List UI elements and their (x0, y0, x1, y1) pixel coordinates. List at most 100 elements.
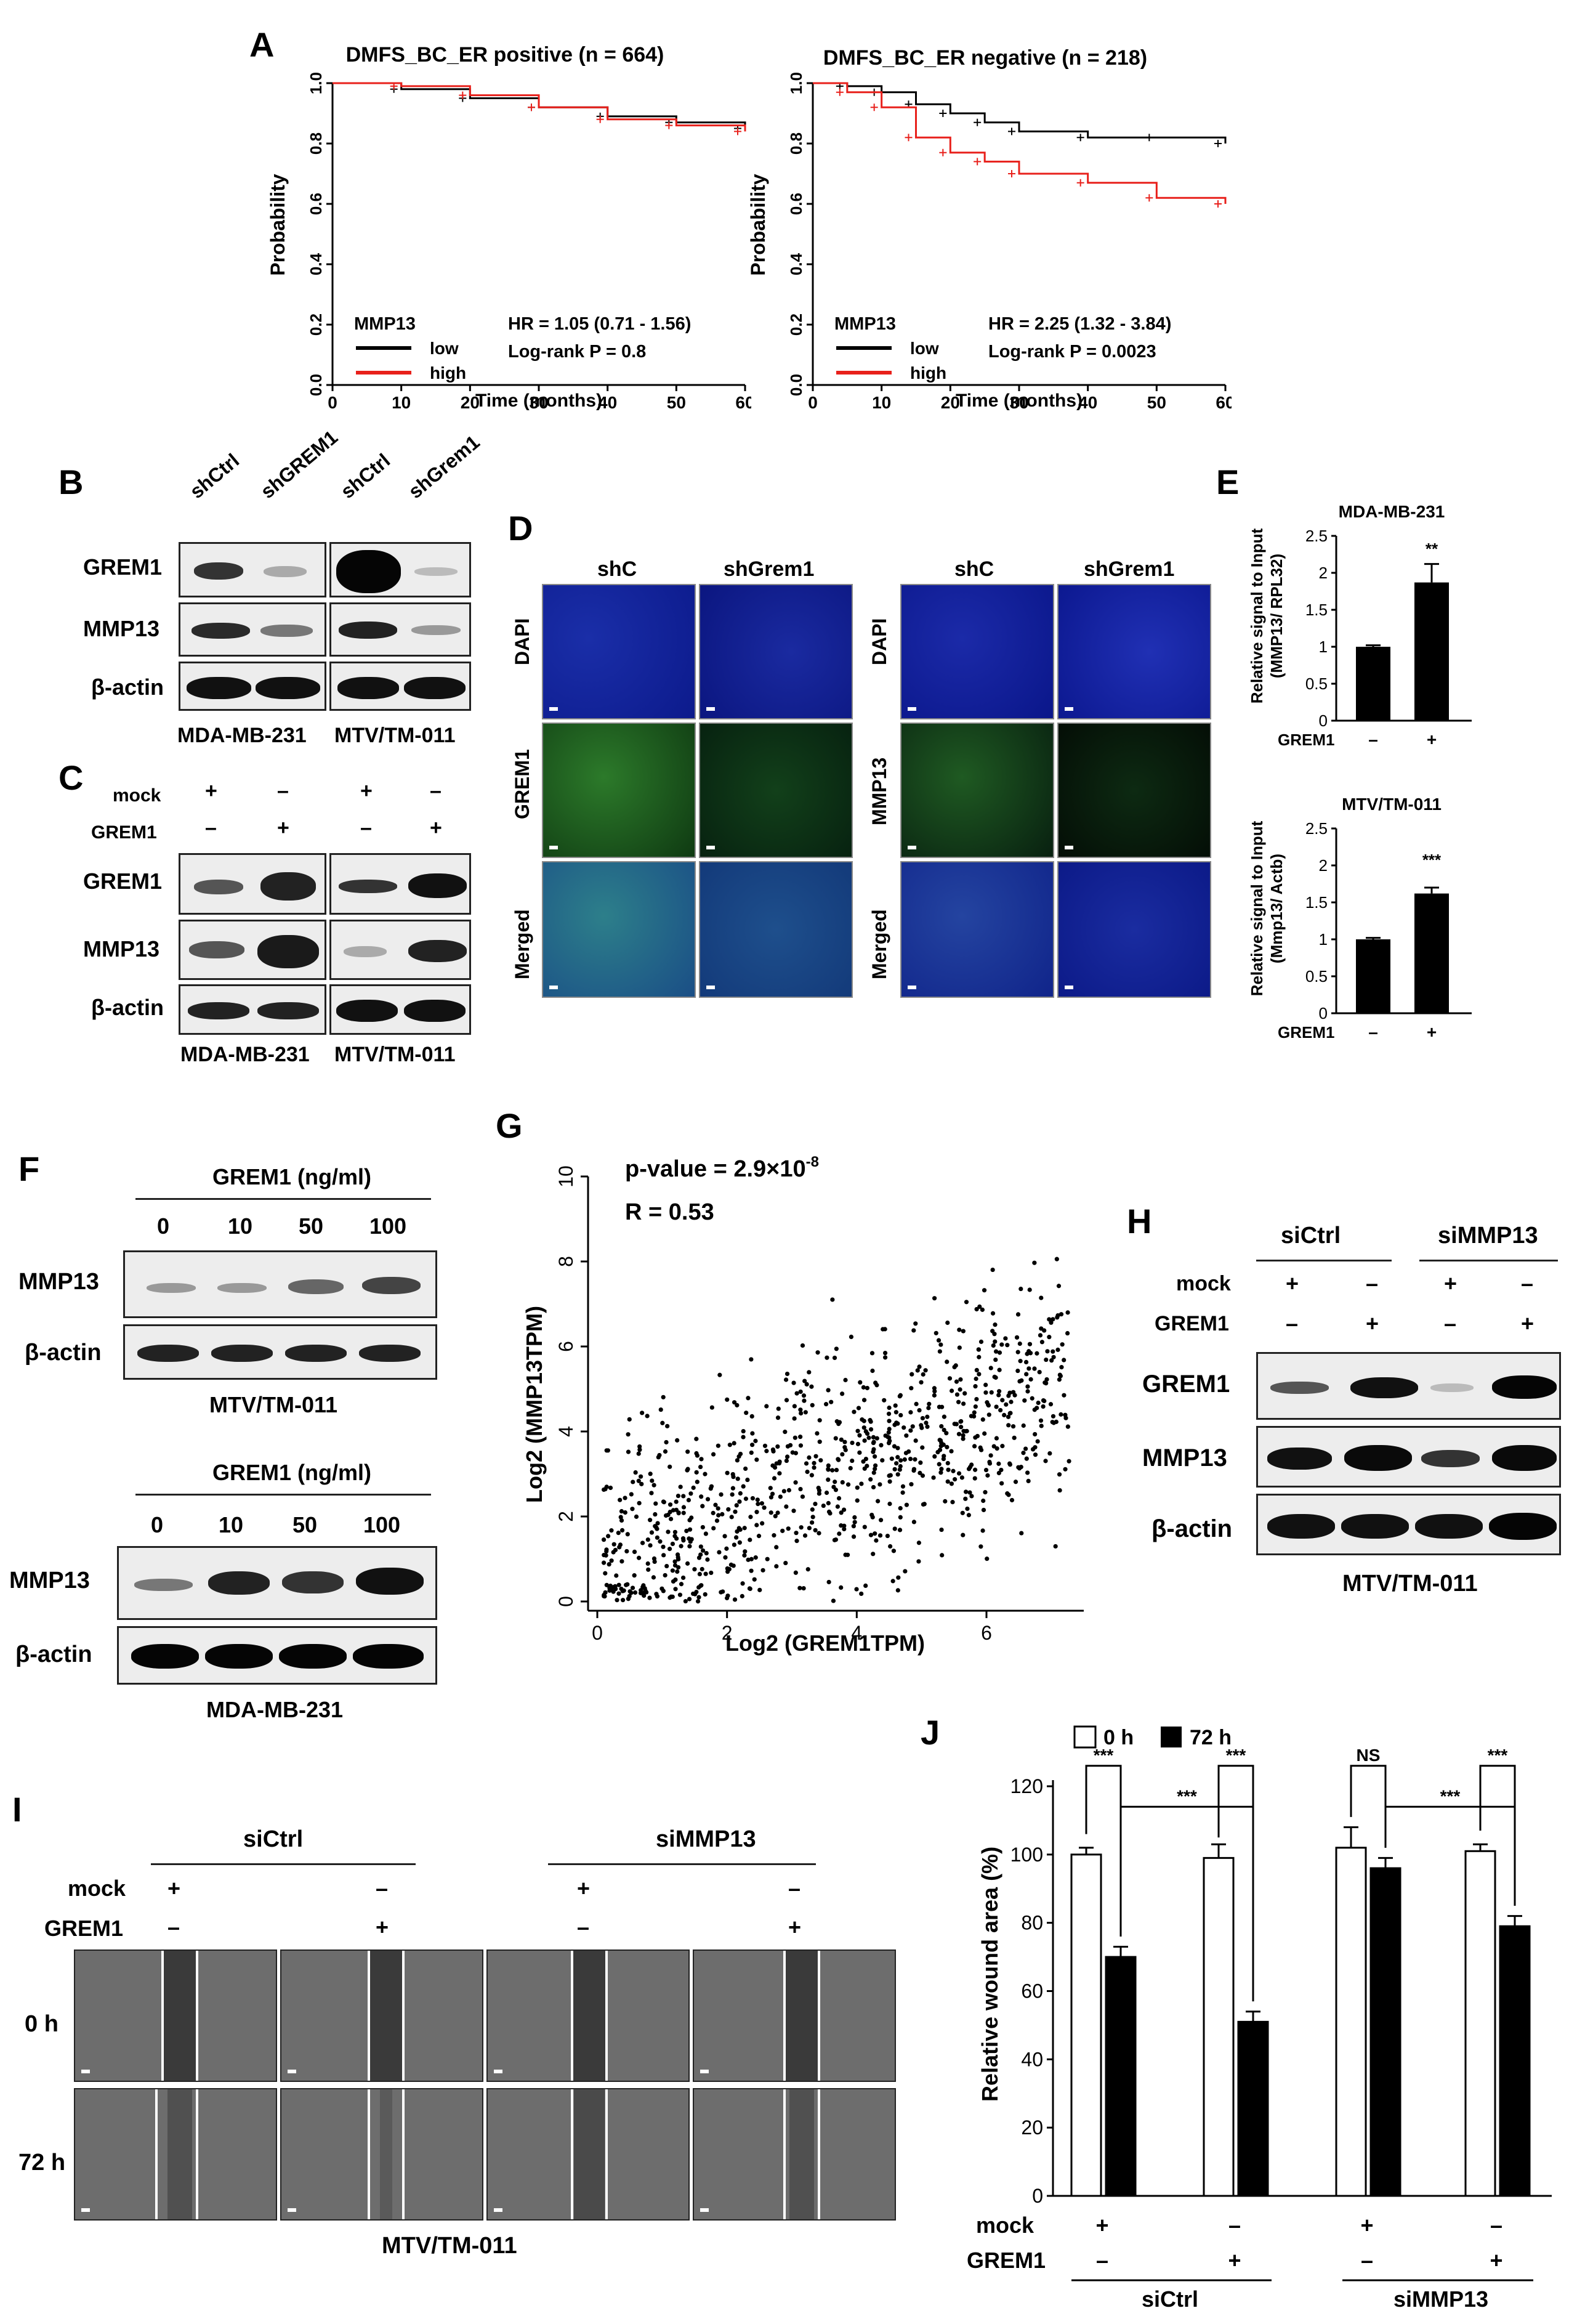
scatter-point (807, 1370, 812, 1375)
scatter-point (914, 1401, 919, 1406)
panel-letter-d: D (508, 509, 533, 548)
bar-chart-e-top: MDA-MB-231 Relative signal to Input (MMP… (1248, 502, 1472, 749)
scatter-point (681, 1510, 686, 1515)
scatter-point (954, 1392, 960, 1397)
scatter-point (812, 1465, 817, 1470)
scatter-point (982, 1288, 987, 1293)
scatter-point (764, 1449, 769, 1454)
panel-h-row-mock: mock (1176, 1272, 1231, 1295)
scatter-point (1039, 1295, 1044, 1300)
scatter-point (829, 1399, 834, 1404)
e-top-sig: ** (1426, 540, 1438, 558)
scatter-point (735, 1458, 740, 1463)
j-sig-bracket-5-label: *** (1488, 1746, 1508, 1765)
j-bar-72h (1369, 1867, 1401, 2197)
scatter-point (774, 1545, 779, 1550)
scatter-point (974, 1396, 979, 1402)
scatter-point (1053, 1544, 1058, 1549)
scatter-point (621, 1588, 626, 1593)
scatter-point (760, 1568, 765, 1573)
scatter-point (857, 1450, 862, 1455)
j-bar-0h (1203, 1856, 1235, 2197)
scatter-point (830, 1468, 835, 1473)
scatter-point (1065, 1424, 1070, 1429)
km-left-legend-high: high (430, 363, 466, 383)
scatter-point (665, 1423, 670, 1428)
scatter-point (923, 1368, 928, 1373)
scatter-point (748, 1586, 752, 1591)
scatter-point (868, 1418, 873, 1423)
scatter-point (694, 1436, 699, 1441)
scatter-point (711, 1452, 716, 1457)
scatter-point (809, 1473, 814, 1478)
scatter-point (1034, 1351, 1039, 1356)
scatter-point (687, 1536, 692, 1541)
km-right-legend-low: low (910, 339, 939, 358)
panel-b-cell-mtv: MTV/TM-011 (334, 724, 456, 747)
scatter-point (851, 1534, 857, 1539)
scatter-point (895, 1446, 900, 1451)
scatter-point (762, 1443, 768, 1448)
j-sig-bracket-3 (1119, 1805, 1254, 2002)
scatter-point (750, 1443, 755, 1447)
scatter-point (886, 1441, 892, 1446)
scatter-point (1015, 1368, 1020, 1374)
scatter-point (879, 1443, 884, 1447)
blot-c-actin-mtv (329, 984, 471, 1035)
scatter-point (949, 1449, 954, 1454)
j-legend-swatch-72h (1161, 1727, 1182, 1747)
scatter-point (729, 1515, 734, 1520)
panel-i-mock-sign-4: – (788, 1876, 801, 1901)
blot-f-mmp13-mda (117, 1546, 437, 1620)
panel-c-cell-mda: MDA-MB-231 (180, 1043, 310, 1066)
bar-chart-e-bottom: MTV/TM-011 Relative signal to Input (Mmp… (1248, 795, 1472, 1042)
panel-d-row-right-2: MMP13 (868, 757, 890, 825)
scatter-point (1043, 1459, 1048, 1464)
scatter-point (694, 1470, 699, 1475)
scatter-point (857, 1433, 862, 1438)
scatter-point (978, 1544, 983, 1549)
g-ylabel: Log2 (MMP13TPM) (522, 1306, 547, 1503)
scatter-point (802, 1533, 808, 1538)
km-right-x-tick-label: 0 (808, 393, 818, 412)
panel-b-lane-4: shGrem1 (404, 431, 484, 503)
scatter-point (685, 1467, 690, 1472)
panel-h-group-1: siCtrl (1281, 1223, 1341, 1249)
scatter-point (859, 1481, 864, 1486)
scatter-point (862, 1466, 867, 1471)
scatter-point (1065, 1330, 1070, 1336)
j-y-tick-label: 0 (1032, 2185, 1043, 2207)
scatter-point (981, 1498, 986, 1504)
fluo-left-grem1-shc (542, 723, 696, 858)
scatter-point (956, 1431, 962, 1436)
scatter-point (835, 1504, 840, 1509)
scatter-point (750, 1431, 755, 1436)
scatter-point (956, 1471, 962, 1476)
scatter-point (826, 1500, 831, 1505)
km-left-censor-mark (596, 115, 604, 123)
scatter-point (927, 1401, 932, 1406)
e-top-y-tick-label: 0.5 (1305, 674, 1328, 693)
scatter-point (841, 1507, 847, 1512)
panel-f-dose-bottom-4: 100 (363, 1512, 401, 1537)
scatter-point (663, 1573, 667, 1578)
scatter-point (793, 1480, 798, 1485)
panel-h-mock-sign-1: + (1286, 1271, 1299, 1296)
scatter-point (804, 1461, 809, 1466)
scatter-point (775, 1444, 780, 1449)
scatter-point (999, 1481, 1004, 1486)
scatter-point (996, 1393, 1001, 1398)
panel-letter-i: I (12, 1790, 22, 1829)
scatter-point (734, 1535, 739, 1540)
scatter-point (637, 1444, 642, 1449)
scatter-point (737, 1499, 742, 1504)
scatter-point (667, 1547, 672, 1552)
scatter-point (972, 1476, 977, 1481)
km-right-censor-mark (974, 118, 982, 126)
km-right-censor-mark (870, 103, 878, 111)
scatter-point (935, 1449, 940, 1455)
wound-image-sictrl-mock-72h (74, 2088, 277, 2221)
scatter-point (999, 1342, 1004, 1347)
scatter-point (1047, 1317, 1052, 1322)
scatter-point (825, 1355, 829, 1360)
